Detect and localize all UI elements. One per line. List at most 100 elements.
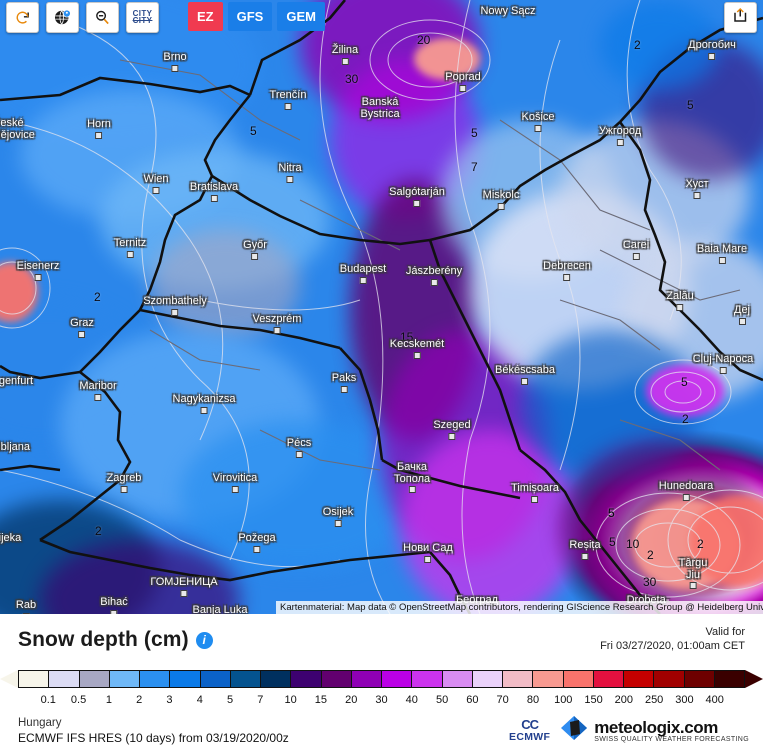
city-marker — [231, 485, 239, 493]
city-label: Нови Сад — [403, 542, 453, 563]
city-toggle-button[interactable]: CITY CITY — [126, 2, 159, 33]
share-icon — [732, 6, 750, 29]
city-name: Klagenfurt — [0, 375, 34, 387]
weather-map[interactable]: 20 30 2 5 5 5 7 15 5 2 2 2 5 5 10 30 2 5 2 Nowy Sącz Дрогоб… — [0, 0, 763, 614]
scale-bin — [472, 671, 503, 687]
info-icon[interactable]: i — [195, 632, 213, 649]
ecmwf-mark: CC — [521, 716, 539, 732]
map-toolbar[interactable]: CITY CITY — [6, 2, 159, 33]
city-marker — [120, 485, 128, 493]
scale-tick: 100 — [554, 694, 573, 706]
city-marker — [341, 57, 349, 65]
city-marker — [459, 84, 467, 92]
scale-tick: 400 — [705, 694, 724, 706]
city-label: Eisenerz — [17, 260, 59, 281]
city-label: Trenčín — [269, 89, 307, 110]
city-marker — [408, 486, 416, 493]
legend-panel: Snow depth (cm) i Valid for Fri 03/27/202… — [0, 614, 763, 754]
city-name: Дej — [733, 304, 751, 316]
city-marker — [286, 175, 294, 183]
model-selector[interactable]: EZ GFS GEM — [188, 2, 325, 31]
city-marker — [581, 552, 589, 560]
city-label: Rab — [16, 599, 36, 614]
scale-tick: 30 — [375, 694, 388, 706]
city-name: Trenčín — [269, 89, 307, 101]
city-label: Poprad — [445, 71, 481, 92]
scale-bin — [79, 671, 110, 687]
city-marker — [676, 303, 684, 311]
model-button-ez[interactable]: EZ — [188, 2, 223, 31]
meteologix-logo[interactable]: meteologix.com SWISS QUALITY WEATHER FOR… — [559, 714, 749, 747]
scale-bin — [382, 671, 413, 687]
scale-tick: 0.5 — [70, 694, 87, 706]
city-label: Târgu Jiu — [678, 557, 708, 589]
scale-bin — [624, 671, 655, 687]
city-marker — [152, 186, 160, 194]
city-marker — [359, 276, 367, 284]
share-button[interactable] — [724, 2, 757, 33]
city-label: Cluj-Napoca — [692, 353, 754, 374]
valid-for-label: Valid for — [705, 626, 745, 638]
scale-bin — [442, 671, 473, 687]
city-label: Szeged — [433, 419, 471, 440]
city-marker — [171, 64, 179, 72]
city-marker — [738, 317, 746, 325]
city-name: Târgu Jiu — [678, 557, 708, 581]
city-label: Horn — [87, 118, 111, 139]
city-marker — [497, 202, 505, 210]
city-name: Timișoara — [511, 482, 559, 494]
meteologix-wordmark: meteologix.com SWISS QUALITY WEATHER FOR… — [594, 719, 749, 743]
legend-title-row: Snow depth (cm) i — [18, 628, 213, 652]
legend-title: Snow depth (cm) — [18, 628, 189, 651]
scale-bin — [503, 671, 534, 687]
city-name: České Budějovice — [0, 117, 35, 141]
city-marker — [632, 252, 640, 260]
city-marker — [78, 330, 86, 338]
city-name: Horn — [87, 118, 111, 130]
region-name: Hungary — [18, 717, 62, 729]
city-label: Paks — [332, 372, 356, 393]
city-marker — [448, 432, 456, 440]
city-marker — [413, 199, 421, 207]
model-button-gem[interactable]: GEM — [277, 2, 325, 31]
city-name: Hunedoara — [658, 480, 714, 492]
city-marker — [430, 278, 438, 286]
city-label: Ужгород — [598, 125, 642, 146]
city-marker — [251, 252, 259, 260]
city-name: Brno — [163, 51, 187, 63]
scale-bin — [533, 671, 564, 687]
refresh-button[interactable] — [6, 2, 39, 33]
scale-bin — [49, 671, 80, 687]
globe-button[interactable] — [46, 2, 79, 33]
city-name: Kecskemét — [389, 338, 445, 350]
city-label-top: CITY — [132, 8, 153, 18]
city-label: Дрогобич — [688, 39, 736, 60]
city-marker — [531, 495, 539, 503]
scale-tick: 200 — [614, 694, 634, 706]
city-marker — [180, 589, 188, 597]
city-name: Bihać — [100, 596, 128, 608]
city-name: Szombathely — [143, 295, 207, 307]
city-name: Ужгород — [598, 125, 642, 137]
globe-pin-icon — [53, 8, 72, 27]
city-label: Reșița — [569, 539, 601, 560]
scale-tick: 50 — [435, 694, 449, 706]
city-label: Zagreb — [107, 472, 141, 493]
city-name: Ljubljana — [0, 441, 31, 453]
city-marker — [693, 191, 701, 199]
scale-bin — [109, 671, 140, 687]
city-marker — [682, 493, 690, 501]
city-name: Cluj-Napoca — [692, 353, 754, 365]
scale-arrow-right — [745, 670, 763, 688]
model-button-gfs[interactable]: GFS — [227, 2, 273, 31]
zoom-out-button[interactable] — [86, 2, 119, 33]
brand-tagline: SWISS QUALITY WEATHER FORECASTING — [594, 735, 749, 743]
scale-tick: 80 — [526, 694, 540, 706]
city-marker — [334, 519, 342, 527]
city-label: Budapest — [340, 263, 386, 284]
ecmwf-logo: CC ECMWF — [509, 716, 550, 743]
city-name: Virovitica — [212, 472, 258, 484]
city-label: Hunedoara — [658, 480, 714, 501]
city-marker — [424, 555, 432, 563]
